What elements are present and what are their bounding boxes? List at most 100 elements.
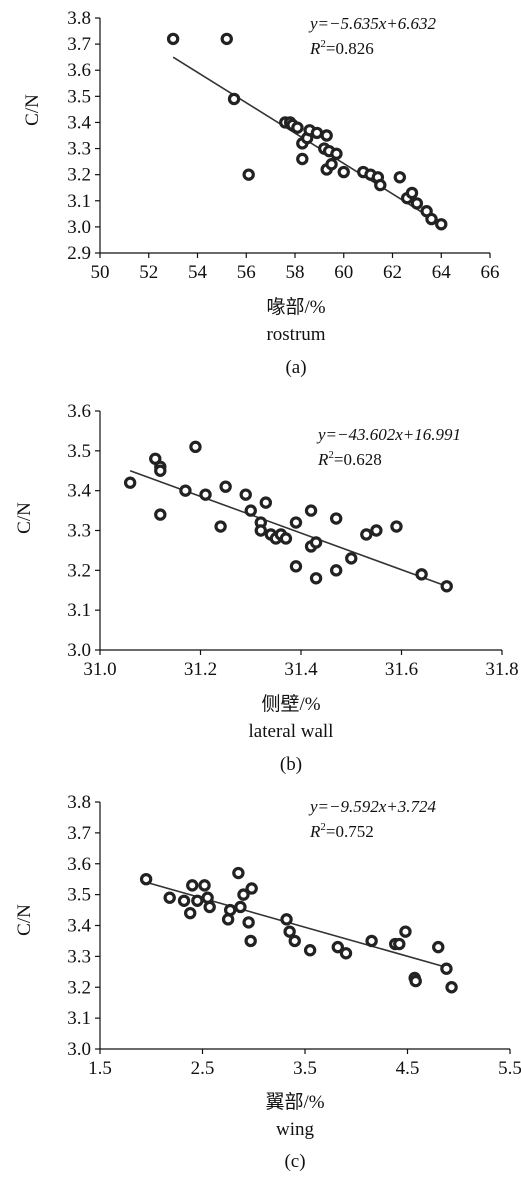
data-point — [330, 147, 343, 160]
r-squared-value: =0.628 — [334, 450, 382, 469]
panel-caption: (c) — [284, 1151, 305, 1172]
data-point — [390, 520, 403, 533]
data-point — [409, 974, 422, 988]
scatter-panel-2: 3.0 3.1 3.2 3.3 3.4 3.5 3.6 31.0 31.2 31.4 31.6 31.… — [14, 401, 519, 775]
x-tick-label: 54 — [188, 262, 208, 283]
r-squared-value: =0.752 — [326, 822, 374, 841]
data-point — [291, 121, 304, 134]
data-point — [303, 944, 317, 957]
x-tick-label: 2.5 — [191, 1058, 215, 1079]
y-tick-label: 3.1 — [67, 191, 91, 212]
data-point — [360, 528, 373, 541]
data-point — [310, 126, 324, 140]
y-tick-label: 3.7 — [67, 34, 91, 55]
data-point — [239, 488, 252, 501]
y-tick-label: 3.1 — [67, 600, 91, 621]
r-squared-label: R2=0.752 — [309, 821, 374, 841]
panel-caption: (b) — [280, 754, 302, 775]
data-point — [179, 484, 192, 497]
data-point — [191, 894, 204, 908]
panel-caption: (a) — [285, 357, 306, 378]
x-axis-label-en: lateral wall — [249, 721, 334, 742]
x-tick-label: 56 — [237, 262, 256, 283]
y-tick-label: 3.3 — [67, 521, 91, 542]
y-axis-label: C/N — [14, 904, 35, 936]
x-tick-label: 60 — [334, 262, 353, 283]
data-point — [440, 580, 453, 593]
x-tick-label: 50 — [91, 262, 110, 283]
data-point — [415, 568, 428, 581]
r-symbol: R — [317, 450, 329, 469]
data-point — [280, 913, 293, 926]
y-tick-label: 2.9 — [67, 243, 91, 264]
x-axis-label-cn: 喙部/% — [266, 296, 325, 318]
data-point — [432, 940, 445, 954]
data-point — [198, 879, 211, 892]
data-point — [166, 32, 180, 46]
data-point — [232, 866, 245, 880]
data-point — [227, 92, 241, 106]
x-tick-label: 62 — [383, 262, 402, 283]
x-tick-label: 31.6 — [385, 659, 418, 680]
data-point — [399, 925, 412, 938]
data-point — [304, 504, 318, 517]
x-tick-label: 66 — [481, 262, 500, 283]
data-point — [309, 572, 323, 585]
data-point — [223, 903, 237, 917]
data-point — [345, 552, 358, 565]
x-tick-label: 31.2 — [184, 659, 217, 680]
y-tick-label: 3.3 — [67, 139, 91, 160]
data-point — [242, 168, 255, 181]
data-point — [244, 504, 257, 517]
x-tick-label: 4.5 — [396, 1058, 420, 1079]
y-axis-label: C/N — [14, 502, 35, 534]
data-point — [237, 888, 250, 901]
data-point — [445, 981, 458, 994]
data-point — [425, 212, 438, 226]
data-point — [214, 520, 227, 533]
y-tick-label: 3.1 — [67, 1008, 91, 1029]
y-tick-label: 3.4 — [67, 916, 91, 937]
data-point — [329, 564, 343, 577]
data-point — [440, 962, 453, 975]
x-tick-label: 52 — [139, 262, 158, 283]
data-point — [288, 934, 301, 948]
data-point — [393, 171, 407, 184]
x-tick-label: 1.5 — [88, 1058, 112, 1079]
y-tick-label: 3.6 — [67, 401, 91, 422]
data-point — [320, 129, 333, 142]
y-tick-label: 3.2 — [67, 165, 91, 186]
data-point — [199, 488, 212, 501]
x-tick-label: 31.4 — [284, 659, 318, 680]
data-point — [220, 32, 233, 46]
data-point — [405, 186, 419, 200]
data-point — [435, 218, 448, 231]
r-squared-value: =0.826 — [326, 39, 374, 58]
y-tick-label: 3.2 — [67, 560, 91, 581]
x-tick-label: 64 — [432, 262, 452, 283]
data-point — [325, 158, 338, 171]
y-tick-label: 3.4 — [67, 112, 91, 133]
y-tick-label: 3.5 — [67, 441, 91, 462]
data-point — [242, 916, 255, 929]
x-tick-label: 31.8 — [485, 659, 518, 680]
r-squared-label: R2=0.628 — [317, 449, 382, 469]
data-point — [245, 882, 258, 895]
y-tick-label: 3.8 — [67, 8, 91, 29]
data-point — [329, 512, 343, 525]
data-point — [410, 197, 424, 210]
data-point — [154, 508, 167, 521]
data-point — [289, 516, 303, 529]
regression-equation: y=−5.635x+6.632 — [308, 14, 437, 33]
data-point — [393, 937, 406, 951]
data-point — [254, 524, 267, 537]
x-tick-label: 31.0 — [83, 659, 116, 680]
data-point — [331, 940, 344, 954]
r-symbol: R — [309, 822, 321, 841]
data-point — [339, 947, 353, 960]
y-axis-label: C/N — [22, 94, 43, 126]
y-tick-label: 3.7 — [67, 823, 91, 844]
data-point — [123, 476, 137, 489]
data-point — [154, 464, 167, 477]
data-point — [296, 152, 309, 166]
